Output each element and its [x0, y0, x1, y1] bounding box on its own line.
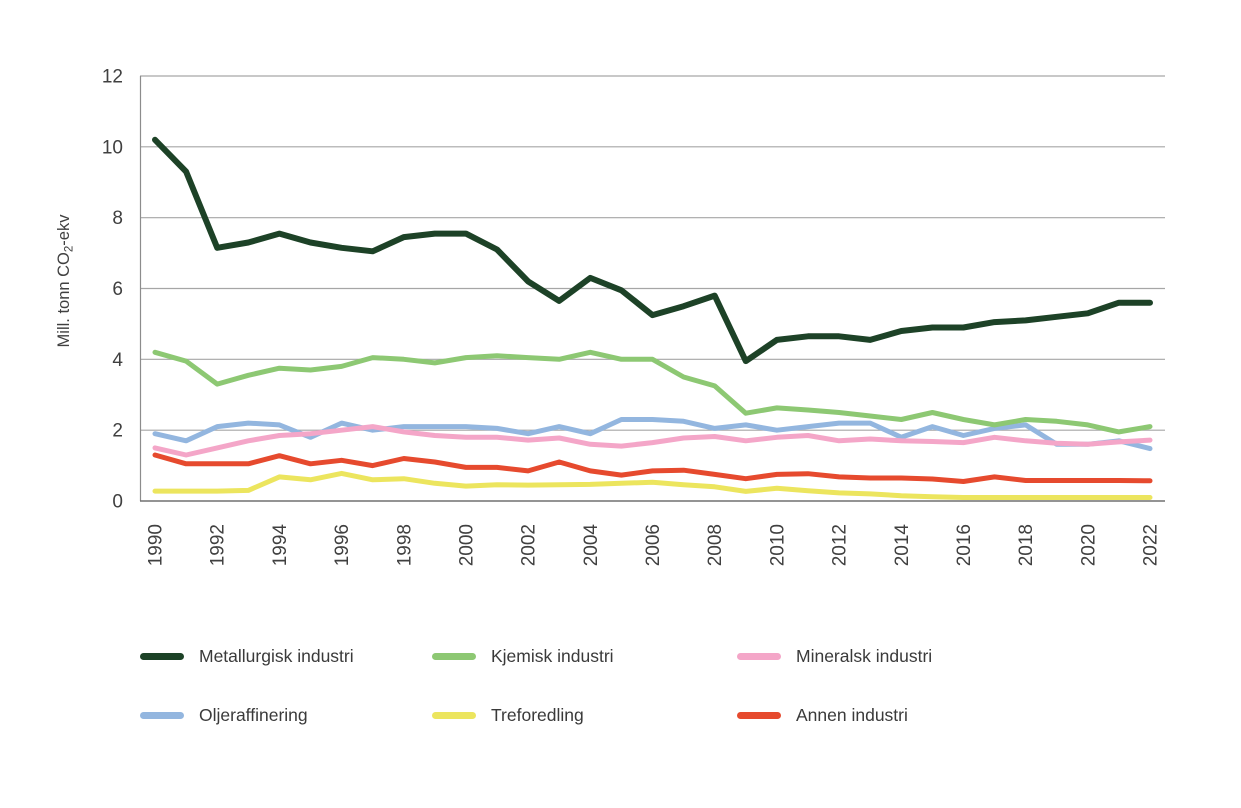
oljeraffinering-swatch	[140, 711, 184, 719]
x-tick-label-2010: 2010	[767, 524, 788, 566]
line-chart: 0 2 4 6 8 10 12 1990 1992 1994 1996 1998 2000 2002 200…	[55, 67, 1165, 567]
legend-label: Treforedling	[491, 704, 584, 725]
y-tick-label-0: 0	[112, 492, 123, 513]
annen-industri-swatch	[737, 711, 781, 719]
kjemisk-industri-swatch	[432, 652, 476, 660]
x-tick-label-2000: 2000	[456, 524, 477, 566]
x-tick-label-2018: 2018	[1016, 524, 1037, 566]
x-tick-label-1998: 1998	[394, 524, 415, 566]
x-tick-label-2012: 2012	[830, 524, 851, 566]
legend-item-oljeraffinering: Oljeraffinering	[140, 703, 432, 727]
metallurgisk-industri-swatch	[140, 652, 184, 660]
x-tick-label-2004: 2004	[581, 524, 602, 567]
series-line-mineralsk-industri	[152, 424, 1153, 458]
series-line-treforedling	[152, 470, 1153, 500]
x-tick-label-2020: 2020	[1078, 524, 1099, 566]
series-line-kjemisk-industri	[152, 349, 1153, 435]
legend-item-treforedling: Treforedling	[432, 703, 737, 727]
legend-label: Kjemisk industri	[491, 645, 614, 666]
legend-label: Mineralsk industri	[796, 645, 933, 666]
legend-item-metallurgisk-industri: Metallurgisk industri	[140, 644, 432, 668]
y-tick-label-10: 10	[102, 137, 123, 158]
legend-label: Annen industri	[796, 704, 908, 725]
y-axis-title: Mill. tonn CO2-ekv	[55, 214, 76, 348]
y-tick-label-2: 2	[112, 421, 123, 442]
x-tick-label-2006: 2006	[643, 524, 664, 566]
legend-item-kjemisk-industri: Kjemisk industri	[432, 644, 737, 668]
legend-label: Metallurgisk industri	[199, 645, 354, 666]
x-tick-label-2022: 2022	[1141, 524, 1162, 566]
y-tick-label-4: 4	[112, 350, 123, 371]
series-line-annen-industri	[152, 452, 1153, 484]
y-tick-label-12: 12	[102, 67, 123, 88]
series-line-metallurgisk-industri	[152, 136, 1153, 365]
legend-item-mineralsk-industri: Mineralsk industri	[737, 644, 1140, 668]
x-tick-label-2008: 2008	[705, 524, 726, 566]
x-tick-label-1992: 1992	[208, 524, 229, 566]
y-tick-label-6: 6	[112, 279, 123, 300]
x-tick-label-2016: 2016	[954, 524, 975, 566]
x-tick-label-1990: 1990	[146, 524, 167, 566]
x-tick-label-1996: 1996	[332, 524, 353, 566]
x-tick-label-2002: 2002	[519, 524, 540, 566]
legend-label: Oljeraffinering	[199, 704, 308, 725]
x-tick-label-2014: 2014	[892, 524, 913, 567]
mineralsk-industri-swatch	[737, 652, 781, 660]
x-tick-label-1994: 1994	[270, 524, 291, 567]
chart-legend: Metallurgisk industri Kjemisk industri M…	[140, 644, 1140, 727]
treforedling-swatch	[432, 711, 476, 719]
legend-item-annen-industri: Annen industri	[737, 703, 1140, 727]
y-tick-label-8: 8	[112, 208, 123, 229]
